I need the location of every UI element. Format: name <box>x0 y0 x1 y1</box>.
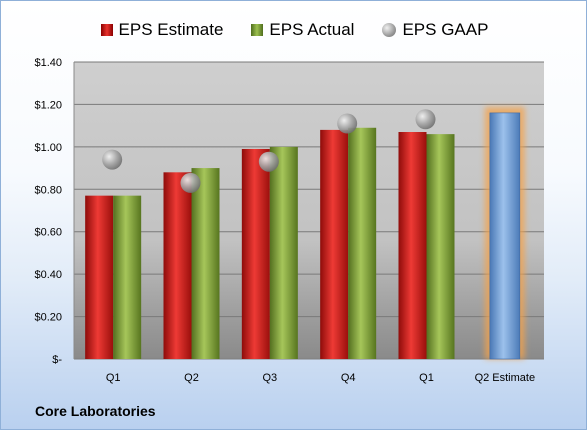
y-tick-label: $1.20 <box>34 99 62 111</box>
point-eps-gaap <box>102 149 123 170</box>
legend: EPS Estimate EPS Actual EPS GAAP <box>1 17 587 43</box>
legend-label-gaap: EPS GAAP <box>402 20 489 39</box>
x-tick-label: Q1 <box>419 372 434 384</box>
y-tick-label: $1.00 <box>34 142 62 154</box>
bar-eps-forecast <box>489 112 521 360</box>
bar-eps-actual <box>269 146 298 359</box>
x-tick-label: Q3 <box>262 372 277 384</box>
legend-label-actual: EPS Actual <box>269 20 355 39</box>
y-tick-label: $- <box>52 354 62 366</box>
company-name: Core Laboratories <box>35 403 156 419</box>
bar-eps-actual <box>426 134 455 359</box>
x-tick-label: Q4 <box>341 372 356 384</box>
x-tick-label: Q2 Estimate <box>475 372 536 384</box>
x-tick-label: Q2 <box>184 372 199 384</box>
plot-area <box>74 62 544 359</box>
bar-eps-actual <box>191 168 220 359</box>
point-eps-gaap <box>415 109 436 130</box>
legend-swatch-gaap <box>382 23 397 37</box>
legend-item-actual: EPS Actual <box>251 20 354 40</box>
y-tick-label: $1.40 <box>34 57 62 69</box>
legend-swatch-actual <box>251 24 264 36</box>
y-tick-label: $0.40 <box>34 269 62 281</box>
legend-item-estimate: EPS Estimate <box>100 20 224 40</box>
bar-eps-estimate <box>85 195 114 359</box>
legend-swatch-estimate <box>100 24 113 36</box>
legend-item-gaap: EPS GAAP <box>382 20 488 40</box>
point-eps-gaap <box>180 172 201 193</box>
x-tick-label: Q1 <box>106 372 121 384</box>
y-tick-label: $0.60 <box>34 227 62 239</box>
bar-eps-estimate <box>163 172 192 359</box>
bar-eps-estimate <box>320 129 349 359</box>
point-eps-gaap <box>258 151 279 172</box>
legend-label-estimate: EPS Estimate <box>118 20 224 39</box>
bar-eps-actual <box>348 127 377 359</box>
bar-eps-actual <box>113 195 142 359</box>
point-eps-gaap <box>337 113 358 134</box>
y-tick-label: $0.20 <box>34 312 62 324</box>
bar-eps-estimate <box>241 148 270 359</box>
y-tick-label: $0.80 <box>34 184 62 196</box>
bar-eps-estimate <box>398 132 427 359</box>
